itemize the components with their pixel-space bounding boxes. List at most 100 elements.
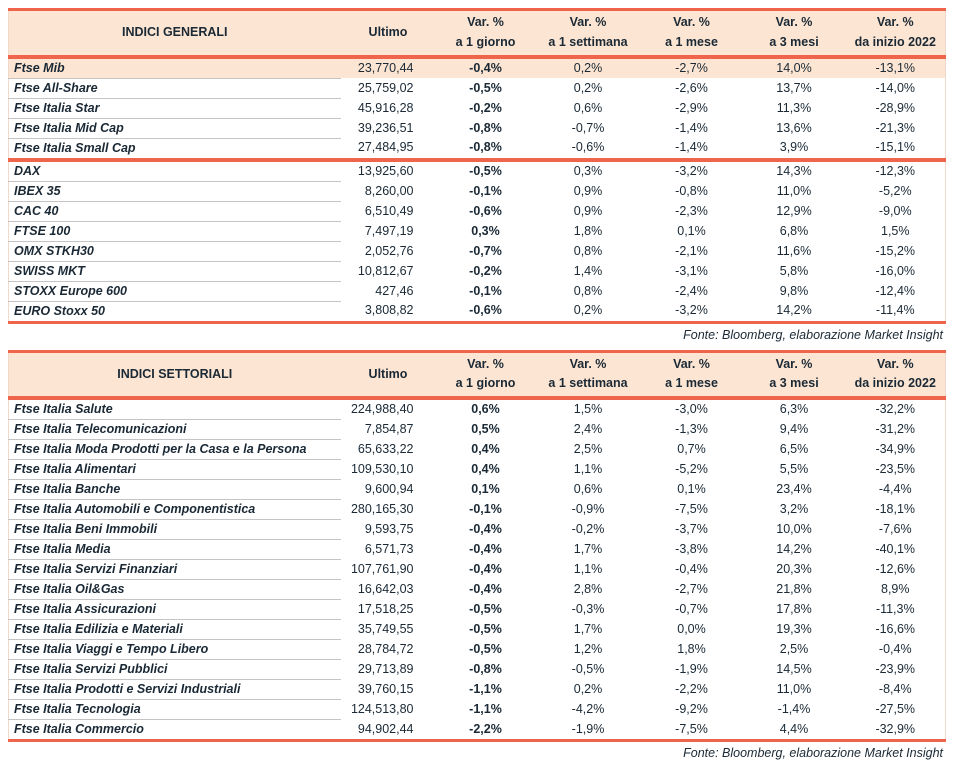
var-ytd-value: -15,1% <box>875 140 916 155</box>
index-name: OMX STKH30 <box>8 241 341 262</box>
var-1-day-value: -0,5% <box>469 642 502 656</box>
column-header-line2: a 3 mesi <box>769 376 819 391</box>
column-header-line2: da inizio 2022 <box>854 34 936 49</box>
table-row: Ftse Italia Servizi Finanziari 107,761,90… <box>8 559 946 580</box>
var-1-month-value: -9,2% <box>675 702 708 716</box>
var-3-months-value: 3,9% <box>779 140 809 155</box>
table-row: Ftse Italia Star 45,916,28 -0,2% 0,6% -2,9% 1… <box>8 98 946 119</box>
var-ytd-value: -21,3% <box>875 120 916 135</box>
column-header-line1: Var. % <box>876 15 914 30</box>
ultimo-value: 427,46 <box>375 283 414 298</box>
table-header-row: INDICI GENERALI Ultimo Var. % a 1 giorno… <box>8 9 946 56</box>
var-1-day-value: -0,6% <box>469 203 502 218</box>
table-title: INDICI SETTORIALI <box>8 351 341 397</box>
var-1-week-value: 2,8% <box>573 582 603 596</box>
index-name: IBEX 35 <box>8 181 341 202</box>
var-1-month-value: -5,2% <box>675 462 708 476</box>
ultimo-value: 10,812,67 <box>357 263 414 278</box>
var-3-months-value: 11,0% <box>776 183 812 198</box>
var-ytd-value: -23,5% <box>875 462 916 476</box>
index-name: FTSE 100 <box>8 221 341 242</box>
index-name: Ftse Italia Prodotti e Servizi Industria… <box>8 679 341 700</box>
var-1-week-value: 1,1% <box>573 562 603 576</box>
var-3-months-value: 17,8% <box>776 602 812 616</box>
var-ytd-value: -15,2% <box>875 243 916 258</box>
var-1-week-value: 1,8% <box>573 223 603 238</box>
var-ytd-value: -16,0% <box>875 263 916 278</box>
index-name: Ftse Italia Star <box>8 98 341 119</box>
var-1-week-value: -0,7% <box>571 120 605 135</box>
column-header-var-1-mese: Var. % a 1 mese <box>640 9 743 56</box>
var-1-week-value: 1,7% <box>573 622 603 636</box>
index-name: Ftse Italia Banche <box>8 479 341 500</box>
var-3-months-value: 13,6% <box>776 120 812 135</box>
table-indici-generali: INDICI GENERALI Ultimo Var. % a 1 giorno… <box>8 8 946 324</box>
column-header-var-1-mese: Var. % a 1 mese <box>640 351 743 397</box>
source-note: Fonte: Bloomberg, elaborazione Market In… <box>683 746 943 760</box>
var-1-month-value: -1,9% <box>675 662 708 676</box>
var-ytd-value: -16,6% <box>875 622 916 636</box>
var-ytd-value: -32,2% <box>875 402 916 417</box>
var-1-month-value: 1,8% <box>677 642 706 656</box>
var-1-day-value: 0,1% <box>471 482 500 496</box>
index-name: Ftse Italia Automobili e Componentistica <box>8 499 341 520</box>
var-3-months-value: 6,8% <box>779 223 809 238</box>
var-1-day-value: -0,7% <box>469 243 502 258</box>
var-3-months-value: 21,8% <box>776 582 812 596</box>
table-row: FTSE 100 7,497,19 0,3% 1,8% 0,1% 6,8% 1,5% <box>8 221 946 242</box>
var-1-day-value: -0,4% <box>469 582 502 596</box>
var-1-week-value: 0,8% <box>573 243 603 258</box>
var-ytd-value: -28,9% <box>875 100 916 115</box>
var-1-week-value: 0,8% <box>573 283 603 298</box>
var-ytd-value: -7,6% <box>878 522 912 536</box>
var-1-day-value: -0,5% <box>469 80 502 95</box>
index-name: DAX <box>8 160 341 182</box>
column-header-var-1-giorno: Var. % a 1 giorno <box>435 9 536 56</box>
table-row: Ftse Italia Automobili e Componentistica… <box>8 499 946 520</box>
table-row: Ftse Italia Beni Immobili 9,593,75 -0,4% -0… <box>8 519 946 540</box>
var-ytd-value: -12,4% <box>875 283 916 298</box>
double-red-rule <box>8 157 946 162</box>
source-note: Fonte: Bloomberg, elaborazione Market In… <box>683 327 943 342</box>
var-1-day-value: -0,4% <box>469 542 502 556</box>
var-3-months-value: 14,2% <box>776 303 812 318</box>
index-name: Ftse Italia Commercio <box>8 719 341 741</box>
table-row: Ftse Italia Telecomunicazioni 7,854,87 0,5… <box>8 419 946 440</box>
column-header-var-1-giorno: Var. % a 1 giorno <box>435 351 536 397</box>
ultimo-value: 16,642,03 <box>357 582 414 596</box>
var-3-months-value: 11,6% <box>776 243 812 258</box>
table-row: Ftse Italia Prodotti e Servizi Industria… <box>8 679 946 700</box>
var-1-week-value: 0,2% <box>573 682 603 696</box>
ultimo-value: 25,759,02 <box>357 80 414 95</box>
var-3-months-value: 12,9% <box>776 203 812 218</box>
ultimo-value: 28,784,72 <box>357 642 414 656</box>
table-title: INDICI GENERALI <box>8 9 341 56</box>
var-3-months-value: 10,0% <box>776 522 812 536</box>
var-3-months-value: 4,4% <box>779 721 809 736</box>
table-row: Ftse Italia Mid Cap 39,236,51 -0,8% -0,7% -1… <box>8 118 946 139</box>
index-name: STOXX Europe 600 <box>8 281 341 302</box>
column-header-line2: a 1 settimana <box>548 376 628 391</box>
var-3-months-value: 11,3% <box>776 100 812 115</box>
var-3-months-value: 6,3% <box>779 402 809 417</box>
ultimo-value: 124,513,80 <box>350 702 414 716</box>
var-1-month-value: 0,7% <box>677 442 706 456</box>
var-1-week-value: 0,2% <box>573 303 603 318</box>
var-1-month-value: 0,1% <box>677 223 706 238</box>
table-row: Ftse Mib 23,770,44 -0,4% 0,2% -2,7% 14,0% -13,… <box>8 57 946 79</box>
index-name: Ftse All-Share <box>8 78 341 99</box>
var-ytd-value: -4,4% <box>878 482 912 496</box>
var-ytd-value: -14,0% <box>875 80 916 95</box>
table-row: STOXX Europe 600 427,46 -0,1% 0,8% -2,4% 9,8%… <box>8 281 946 302</box>
var-ytd-value: -13,1% <box>845 57 946 78</box>
var-1-day-value: 0,6% <box>471 402 500 417</box>
double-red-rule-line <box>8 157 946 162</box>
var-1-day-value: -0,4% <box>469 562 502 576</box>
index-name: Ftse Italia Servizi Pubblici <box>8 659 341 680</box>
var-1-month-value: -2,7% <box>640 57 743 78</box>
var-3-months-value: 2,5% <box>779 642 809 656</box>
index-name: Ftse Mib <box>8 57 341 79</box>
table-row: DAX 13,925,60 -0,5% 0,3% -3,2% 14,3% -12,3% <box>8 160 946 182</box>
column-header-var-1-settimana: Var. % a 1 settimana <box>535 9 641 56</box>
ultimo-value: 94,902,44 <box>357 721 414 736</box>
